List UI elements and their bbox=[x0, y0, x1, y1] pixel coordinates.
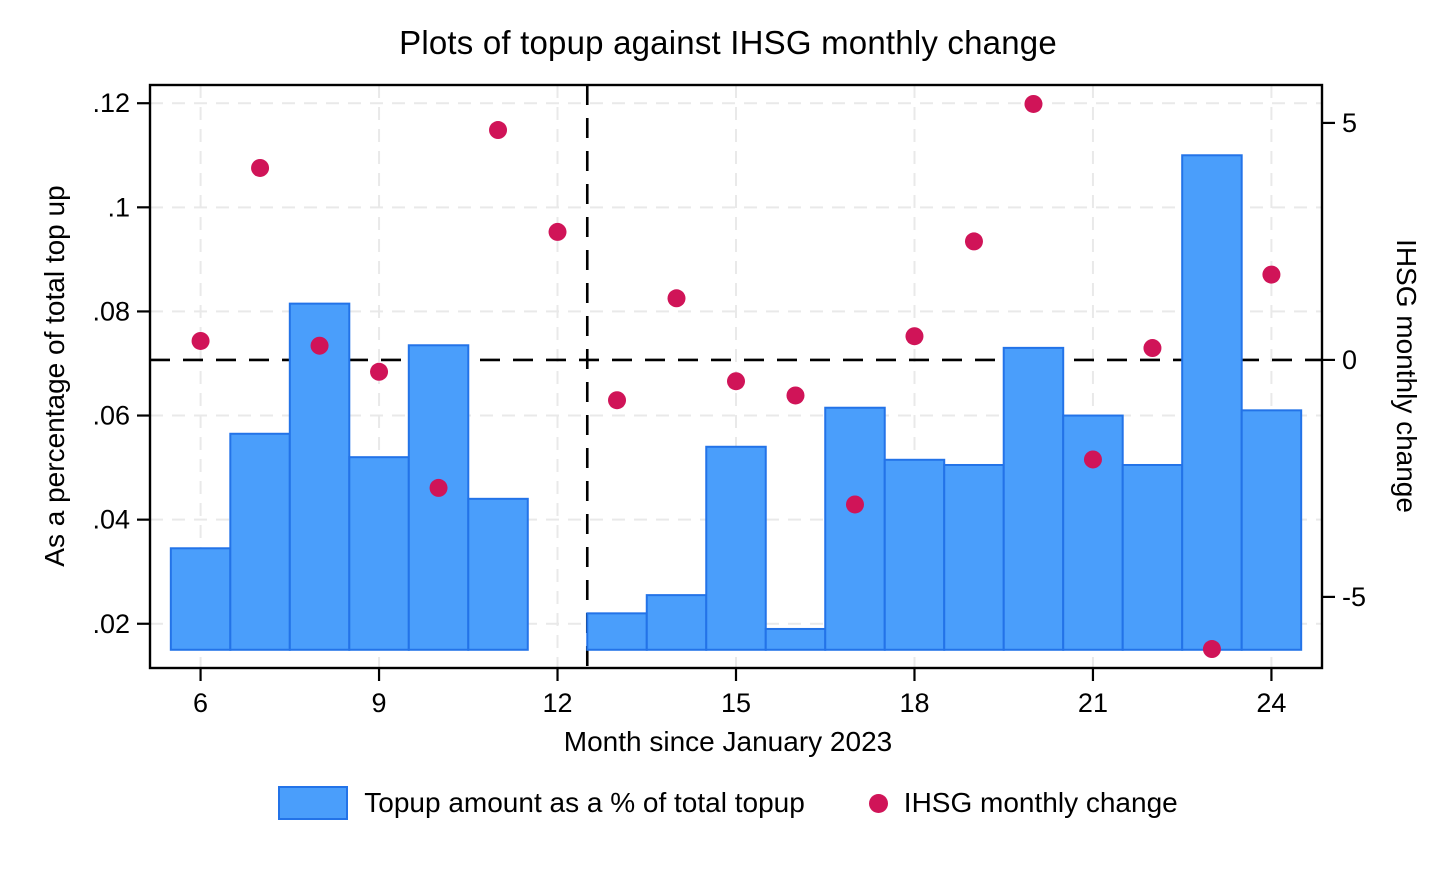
scatter-dot bbox=[370, 362, 389, 381]
bar bbox=[229, 432, 291, 651]
chart-title: Plots of topup against IHSG monthly chan… bbox=[399, 24, 1057, 61]
x-axis-title: Month since January 2023 bbox=[563, 726, 893, 757]
right-tick-label: -5 bbox=[1342, 582, 1366, 612]
left-tick-label: .12 bbox=[92, 88, 130, 118]
left-tick-label: .1 bbox=[107, 192, 130, 222]
left-tick-label: .08 bbox=[92, 296, 130, 326]
bar bbox=[1181, 154, 1243, 651]
legend-item-ihsg: IHSG monthly change bbox=[868, 787, 1178, 819]
legend-marker-dot-icon bbox=[868, 793, 888, 813]
x-tick-label: 24 bbox=[1256, 688, 1286, 718]
scatter-dot bbox=[1262, 265, 1281, 284]
scatter-dot bbox=[727, 372, 745, 391]
bar bbox=[1002, 346, 1065, 651]
x-tick-label: 6 bbox=[193, 688, 208, 718]
scatter-dot bbox=[1202, 640, 1221, 659]
legend: Topup amount as a % of total topup IHSG … bbox=[0, 786, 1456, 820]
bar bbox=[407, 344, 470, 651]
legend-item-topup: Topup amount as a % of total topup bbox=[278, 786, 805, 820]
scatter-dot bbox=[429, 478, 448, 497]
bar bbox=[705, 445, 767, 651]
left-tick-label: .04 bbox=[92, 505, 130, 535]
x-tick-label: 21 bbox=[1078, 688, 1108, 718]
legend-label-ihsg: IHSG monthly change bbox=[903, 787, 1178, 818]
bar bbox=[764, 627, 827, 651]
right-tick-label: 0 bbox=[1342, 345, 1357, 375]
scatter-dot bbox=[1083, 450, 1102, 469]
scatter-dot bbox=[964, 232, 983, 251]
bar bbox=[1121, 463, 1184, 651]
scatter-dot bbox=[1024, 94, 1043, 113]
x-tick-label: 12 bbox=[542, 688, 572, 718]
scatter-dot bbox=[608, 391, 627, 410]
legend-swatch-bar bbox=[278, 786, 349, 820]
x-tick-label: 15 bbox=[721, 688, 751, 718]
scatter-dot bbox=[548, 222, 567, 241]
right-tick-label: 5 bbox=[1342, 108, 1357, 138]
left-tick-label: .02 bbox=[92, 609, 130, 639]
bar bbox=[348, 456, 410, 651]
bar bbox=[943, 463, 1005, 651]
bar bbox=[824, 406, 886, 651]
x-tick-label: 9 bbox=[372, 688, 387, 718]
scatter-dot bbox=[1143, 339, 1162, 358]
bar bbox=[883, 458, 946, 651]
scatter-dot bbox=[905, 327, 924, 346]
scatter-dot bbox=[845, 495, 864, 514]
bar bbox=[467, 497, 529, 651]
scatter-dot bbox=[191, 331, 210, 350]
bar bbox=[169, 547, 232, 651]
legend-label-topup: Topup amount as a % of total topup bbox=[364, 787, 805, 818]
bar bbox=[586, 612, 648, 651]
bar bbox=[288, 302, 351, 651]
scatter-dot bbox=[489, 121, 508, 140]
bar bbox=[1240, 409, 1303, 651]
scatter-dot bbox=[310, 336, 329, 355]
scatter-dot bbox=[251, 158, 270, 177]
scatter-dot bbox=[667, 289, 686, 308]
bar bbox=[645, 594, 708, 651]
scatter-dot bbox=[786, 386, 805, 405]
left-tick-label: .06 bbox=[92, 401, 130, 431]
x-tick-label: 18 bbox=[899, 688, 929, 718]
